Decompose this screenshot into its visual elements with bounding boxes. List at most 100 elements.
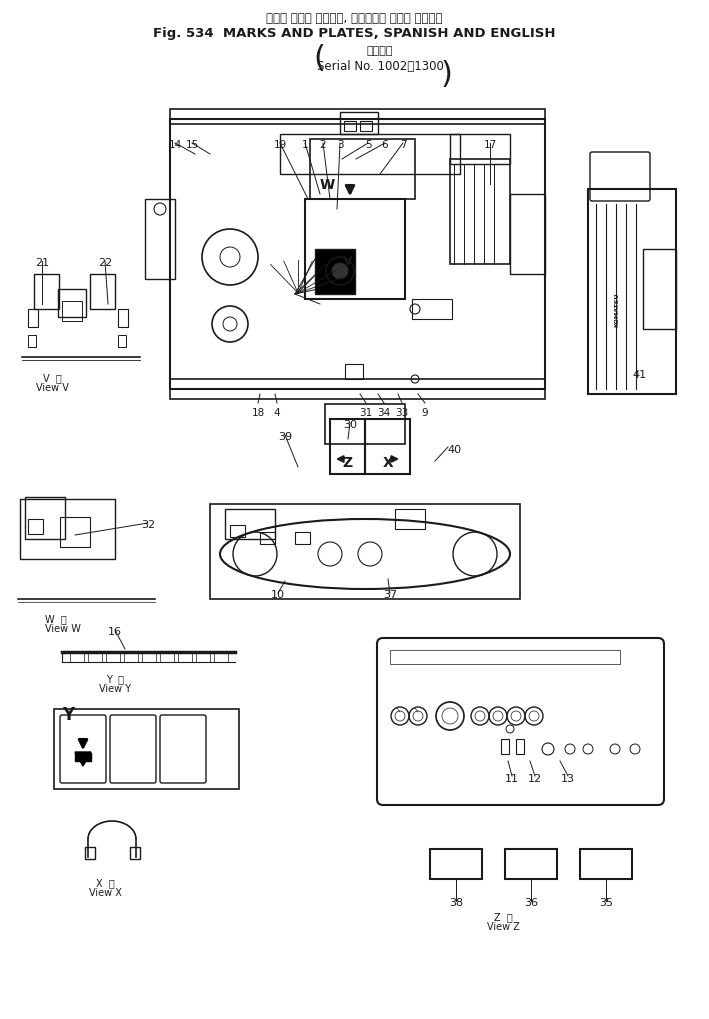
Bar xyxy=(580,849,632,879)
Bar xyxy=(170,380,545,399)
Bar xyxy=(643,250,676,330)
Bar xyxy=(145,200,175,280)
Text: ): ) xyxy=(440,60,452,89)
Text: 41: 41 xyxy=(633,370,647,380)
Text: 40: 40 xyxy=(448,444,462,454)
Bar xyxy=(58,289,86,318)
Bar xyxy=(25,497,65,539)
Bar xyxy=(196,652,210,662)
Text: 31: 31 xyxy=(359,408,373,418)
Text: マーク および プレート, スペイン語 および 英　　語: マーク および プレート, スペイン語 および 英 語 xyxy=(266,12,442,25)
Bar xyxy=(315,250,355,294)
Text: 18: 18 xyxy=(252,408,264,418)
Text: 5: 5 xyxy=(364,140,372,150)
Text: 11: 11 xyxy=(505,773,519,784)
Text: KOMATSU: KOMATSU xyxy=(615,292,620,327)
Bar xyxy=(85,847,95,859)
Text: View X: View X xyxy=(89,888,121,897)
Text: 34: 34 xyxy=(377,408,391,418)
Bar xyxy=(510,195,545,275)
Text: Serial No. 1002～1300: Serial No. 1002～1300 xyxy=(316,60,443,73)
Bar xyxy=(450,135,510,165)
Text: 17: 17 xyxy=(484,140,496,150)
Bar xyxy=(54,709,239,790)
Text: 6: 6 xyxy=(381,140,389,150)
Text: 1: 1 xyxy=(302,140,308,150)
Text: View Z: View Z xyxy=(486,921,520,931)
Bar xyxy=(295,533,310,544)
Bar xyxy=(170,110,545,125)
Text: Fig. 534  MARKS AND PLATES, SPANISH AND ENGLISH: Fig. 534 MARKS AND PLATES, SPANISH AND E… xyxy=(152,26,555,40)
Bar xyxy=(20,499,115,559)
Text: 22: 22 xyxy=(98,258,112,268)
Bar xyxy=(390,650,620,664)
Text: 21: 21 xyxy=(35,258,49,268)
Text: V: V xyxy=(343,255,353,268)
Bar xyxy=(178,652,192,662)
Text: 39: 39 xyxy=(278,432,292,441)
Bar xyxy=(516,739,524,754)
Bar xyxy=(210,504,520,599)
Text: 3: 3 xyxy=(337,140,343,150)
Text: 33: 33 xyxy=(396,408,408,418)
Text: 35: 35 xyxy=(599,897,613,907)
Text: 10: 10 xyxy=(271,589,285,599)
Bar xyxy=(124,652,138,662)
Bar xyxy=(34,275,59,310)
Text: Y  視: Y 視 xyxy=(106,674,124,684)
Bar xyxy=(214,652,228,662)
Bar xyxy=(588,190,676,394)
Text: 30: 30 xyxy=(343,420,357,430)
Bar xyxy=(62,302,82,322)
Bar xyxy=(344,122,356,131)
Text: View V: View V xyxy=(35,382,69,392)
Text: W  視: W 視 xyxy=(45,613,67,624)
Bar xyxy=(325,405,405,444)
Text: 4: 4 xyxy=(274,408,280,418)
Bar xyxy=(260,533,275,544)
Bar xyxy=(28,520,43,535)
Bar xyxy=(118,310,128,328)
Bar xyxy=(305,200,405,300)
Bar xyxy=(118,335,126,347)
Text: View W: View W xyxy=(45,624,81,634)
Bar xyxy=(430,849,482,879)
Text: 37: 37 xyxy=(383,589,397,599)
Bar xyxy=(330,420,365,475)
Text: 適用号機: 適用号機 xyxy=(367,46,393,56)
Bar xyxy=(28,310,38,328)
Text: 36: 36 xyxy=(524,897,538,907)
Bar xyxy=(365,420,410,475)
Text: W: W xyxy=(320,178,335,192)
Bar xyxy=(501,739,509,754)
Bar xyxy=(230,526,245,537)
Bar xyxy=(160,652,174,662)
Bar xyxy=(360,122,372,131)
Text: 14: 14 xyxy=(168,140,182,150)
Text: V  視: V 視 xyxy=(43,373,62,382)
Bar xyxy=(70,652,84,662)
Bar xyxy=(412,300,452,320)
Bar xyxy=(450,160,510,265)
Text: 38: 38 xyxy=(449,897,463,907)
Bar xyxy=(395,510,425,530)
Bar xyxy=(142,652,156,662)
Bar xyxy=(28,335,36,347)
Text: 15: 15 xyxy=(185,140,199,150)
Bar xyxy=(310,140,415,200)
Text: 12: 12 xyxy=(528,773,542,784)
Text: Z  視: Z 視 xyxy=(493,911,513,921)
Text: View Y: View Y xyxy=(99,684,131,693)
Bar xyxy=(170,120,545,389)
Bar xyxy=(88,652,102,662)
Text: 32: 32 xyxy=(141,520,155,530)
Bar xyxy=(90,275,115,310)
Bar xyxy=(225,510,275,539)
Text: 13: 13 xyxy=(561,773,575,784)
Text: 7: 7 xyxy=(400,140,406,150)
Bar xyxy=(106,652,120,662)
Text: 2: 2 xyxy=(320,140,326,150)
Text: 16: 16 xyxy=(108,627,122,637)
Text: (: ( xyxy=(313,44,325,73)
Text: X: X xyxy=(383,455,393,470)
